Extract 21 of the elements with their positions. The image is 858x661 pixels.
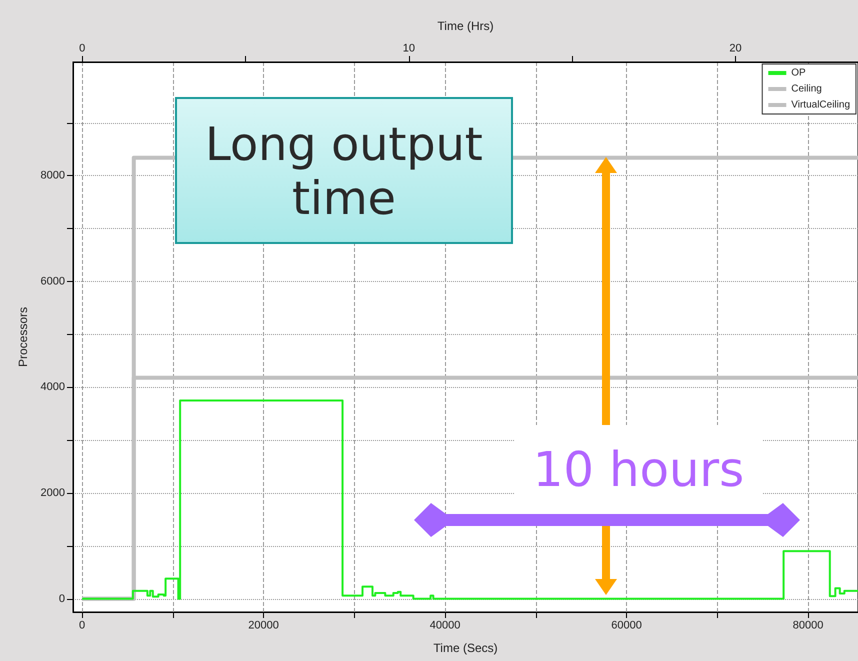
- legend-label: VirtualCeiling: [791, 100, 850, 110]
- x-tick-label: 40000: [430, 620, 460, 632]
- x-tick-label: 20000: [248, 620, 279, 632]
- y-tick-label: 8000: [40, 170, 65, 182]
- legend-label: Ceiling: [791, 84, 822, 94]
- x2-axis-title: Time (Hrs): [437, 19, 494, 33]
- x-axis-title: Time (Secs): [433, 641, 498, 655]
- x-tick-label: 60000: [611, 620, 642, 632]
- y-tick-label: 0: [58, 592, 65, 605]
- y-axis-title: Processors: [16, 306, 30, 368]
- x-tick-label: 80000: [792, 620, 824, 632]
- x-tick-label: 0: [79, 620, 86, 632]
- annotation: Long output time: [175, 97, 513, 244]
- x2-tick-label: 10: [402, 42, 415, 54]
- x2-tick-label: 0: [79, 42, 86, 54]
- y-tick-label: 2000: [40, 487, 65, 500]
- legend-label: OP: [791, 68, 806, 78]
- annotation: 10 hours: [515, 425, 762, 515]
- y-tick-label: 6000: [40, 275, 65, 288]
- y-tick-label: 4000: [40, 381, 65, 394]
- x2-tick-label: 20: [729, 42, 742, 54]
